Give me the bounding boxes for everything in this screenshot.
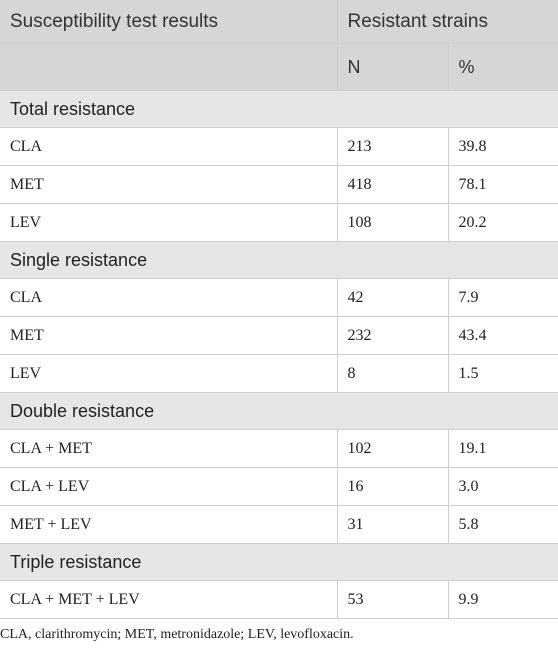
- row-percent-value: 19.1: [447, 429, 558, 468]
- group-title: Double resistance: [0, 392, 558, 430]
- table-row: MET 232 43.4: [0, 316, 558, 355]
- row-n-value: 102: [336, 429, 449, 468]
- row-n-value: 232: [336, 316, 449, 355]
- row-percent-value: 9.9: [447, 580, 558, 619]
- group-row: Single resistance: [0, 241, 558, 279]
- group-title: Single resistance: [0, 241, 558, 279]
- header-percent: %: [447, 43, 558, 91]
- row-label: CLA + MET: [0, 429, 338, 468]
- row-label: LEV: [0, 354, 338, 393]
- row-n-value: 108: [336, 203, 449, 242]
- table-row: CLA 213 39.8: [0, 127, 558, 166]
- row-label: MET + LEV: [0, 505, 338, 544]
- header-empty-cell: [0, 43, 338, 91]
- row-label: MET: [0, 316, 338, 355]
- header-susceptibility-test-results: Susceptibility test results: [0, 0, 338, 44]
- row-n-value: 418: [336, 165, 449, 204]
- row-percent-value: 1.5: [447, 354, 558, 393]
- row-percent-value: 39.8: [447, 127, 558, 166]
- table-row: CLA 42 7.9: [0, 278, 558, 317]
- row-n-value: 42: [336, 278, 449, 317]
- group-title: Triple resistance: [0, 543, 558, 581]
- row-n-value: 31: [336, 505, 449, 544]
- row-label: CLA: [0, 127, 338, 166]
- group-row: Total resistance: [0, 90, 558, 128]
- row-label: MET: [0, 165, 338, 204]
- row-label: CLA + MET + LEV: [0, 580, 338, 619]
- table-row: LEV 108 20.2: [0, 203, 558, 242]
- row-percent-value: 3.0: [447, 467, 558, 506]
- table-footnote: CLA, clarithromycin; MET, metronidazole;…: [0, 627, 354, 642]
- table-row: CLA + MET 102 19.1: [0, 429, 558, 468]
- row-label: LEV: [0, 203, 338, 242]
- row-percent-value: 20.2: [447, 203, 558, 242]
- header-resistant-strains: Resistant strains: [336, 0, 558, 44]
- group-row: Triple resistance: [0, 543, 558, 581]
- table-row: MET + LEV 31 5.8: [0, 505, 558, 544]
- table-body: Total resistance CLA 213 39.8 MET 418 78.1 LEV 1…: [0, 90, 558, 619]
- table-row: CLA + MET + LEV 53 9.9: [0, 580, 558, 619]
- header-n: N: [336, 43, 449, 91]
- row-n-value: 16: [336, 467, 449, 506]
- group-row: Double resistance: [0, 392, 558, 430]
- row-label: CLA: [0, 278, 338, 317]
- table-row: CLA + LEV 16 3.0: [0, 467, 558, 506]
- resistance-table: Susceptibility test results Resistant st…: [0, 0, 558, 619]
- subheader-row: N %: [0, 43, 558, 91]
- row-n-value: 8: [336, 354, 449, 393]
- row-percent-value: 43.4: [447, 316, 558, 355]
- group-title: Total resistance: [0, 90, 558, 128]
- row-percent-value: 7.9: [447, 278, 558, 317]
- row-percent-value: 78.1: [447, 165, 558, 204]
- table-row: LEV 8 1.5: [0, 354, 558, 393]
- row-n-value: 53: [336, 580, 449, 619]
- header-row: Susceptibility test results Resistant st…: [0, 0, 558, 44]
- table-row: MET 418 78.1: [0, 165, 558, 204]
- row-label: CLA + LEV: [0, 467, 338, 506]
- row-percent-value: 5.8: [447, 505, 558, 544]
- row-n-value: 213: [336, 127, 449, 166]
